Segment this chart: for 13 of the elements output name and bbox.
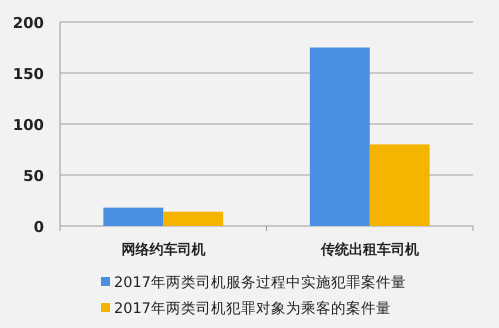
legend-label: 2017年两类司机服务过程中实施犯罪案件量 [114,274,406,291]
legend-label: 2017年两类司机犯罪对象为乘客的案件量 [114,300,391,317]
bar [310,48,370,226]
y-tick-label: 50 [23,167,44,185]
bar [370,144,430,226]
y-tick-label: 100 [12,116,44,134]
y-tick-label: 0 [34,218,44,236]
bar [103,208,164,226]
x-tick-label: 网络约车司机 [121,241,206,258]
x-tick-label: 传统出租车司机 [320,241,419,258]
y-tick-label: 200 [12,14,44,32]
bar [163,212,224,226]
y-tick-label: 150 [12,65,44,83]
